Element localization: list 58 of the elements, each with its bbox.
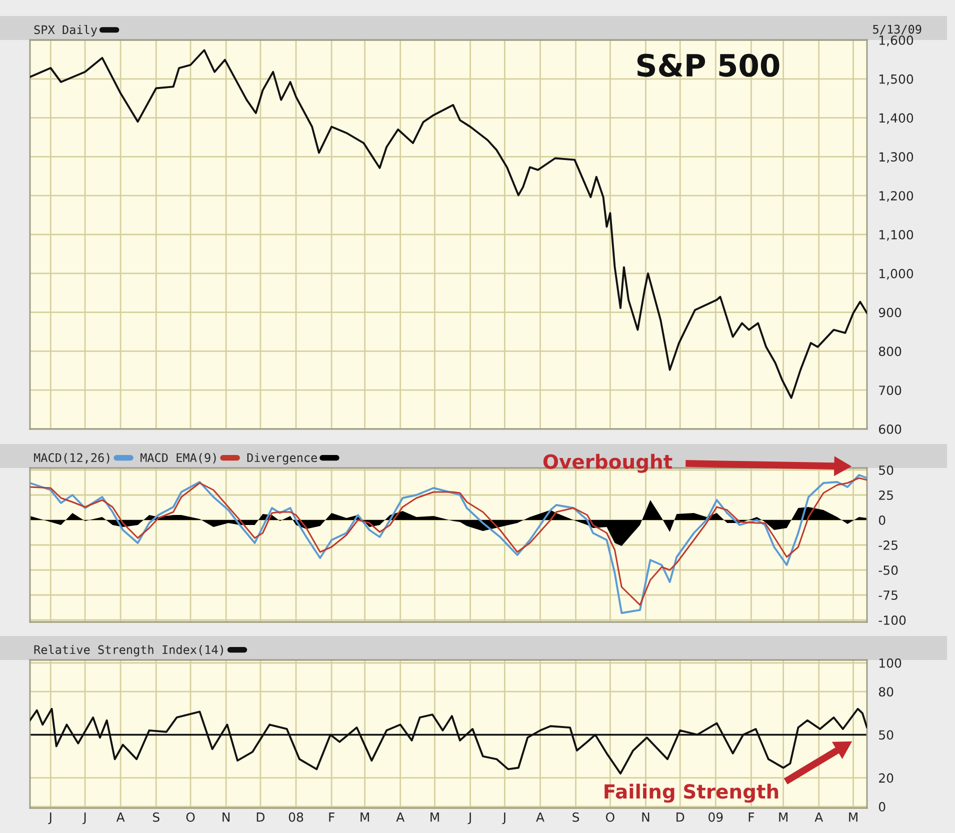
- x-tick-label: J: [502, 812, 506, 824]
- text: 5/13/09: [873, 24, 922, 35]
- y-tick-label: 800: [878, 346, 902, 356]
- y-tick-label: 700: [879, 386, 902, 396]
- x-tick-label: J: [82, 812, 86, 824]
- legend-label: SPX Daily: [34, 24, 98, 36]
- y-tick-label: 0: [878, 515, 886, 525]
- y-tick-label: 80: [878, 687, 894, 697]
- x-tick-label: 08: [288, 812, 304, 822]
- y-tick-label: 1,400: [879, 113, 914, 124]
- x-tick-label: D: [256, 812, 265, 822]
- x-tick-label: 09: [708, 812, 723, 822]
- y-tick-label: 1,500: [879, 74, 914, 86]
- annotation: Failing Strength: [604, 784, 778, 803]
- y-tick-label: 20: [879, 773, 894, 783]
- y-tick-label: 1,600: [879, 35, 914, 46]
- y-tick-label: 0: [878, 802, 886, 812]
- x-tick-label: A: [116, 812, 125, 822]
- x-tick-label: A: [536, 812, 544, 822]
- y-tick-label: -75: [878, 590, 898, 600]
- x-tick-label: S: [152, 812, 160, 822]
- y-tick-label: 1,200: [879, 191, 914, 202]
- x-tick-label: N: [642, 812, 650, 822]
- y-tick-label: 600: [878, 424, 902, 434]
- chart-title: S&P 500: [637, 54, 780, 77]
- legend-label: MACD EMA(9): [140, 452, 216, 464]
- x-tick-label: S: [572, 812, 580, 822]
- y-tick-label: 50: [879, 730, 894, 740]
- x-tick-label: J: [48, 812, 52, 824]
- y-tick-label: 1,100: [879, 230, 914, 241]
- x-tick-label: A: [396, 812, 405, 822]
- y-tick-label: -50: [878, 565, 898, 575]
- y-tick-label: -100: [878, 615, 906, 625]
- y-tick-label: 100: [879, 658, 902, 668]
- x-tick-label: M: [779, 812, 788, 822]
- y-tick-label: 25: [879, 490, 893, 500]
- x-tick-label: A: [814, 812, 824, 822]
- y-tick-label: -25: [878, 540, 898, 550]
- legend-label: MACD(12,26): [34, 452, 110, 464]
- y-tick-label: 900: [878, 308, 902, 318]
- x-tick-label: M: [360, 812, 369, 822]
- y-tick-label: 1,300: [879, 152, 914, 163]
- x-tick-label: M: [430, 812, 439, 822]
- x-tick-label: J: [468, 812, 471, 824]
- y-tick-label: 50: [879, 465, 894, 475]
- x-tick-label: D: [676, 812, 684, 822]
- line-series: [30, 708, 867, 774]
- x-tick-label: M: [849, 812, 858, 822]
- annotation: Overbought: [543, 454, 672, 473]
- x-tick-label: O: [186, 812, 195, 822]
- line-series: [30, 49, 867, 399]
- legend-label: Relative Strength Index(14): [34, 644, 223, 656]
- x-tick-label: N: [222, 812, 230, 822]
- y-tick-label: 1,000: [879, 268, 914, 280]
- x-tick-label: O: [606, 812, 614, 822]
- x-tick-label: F: [329, 812, 334, 822]
- x-tick-label: F: [748, 812, 754, 822]
- legend-label: Divergence: [247, 452, 317, 464]
